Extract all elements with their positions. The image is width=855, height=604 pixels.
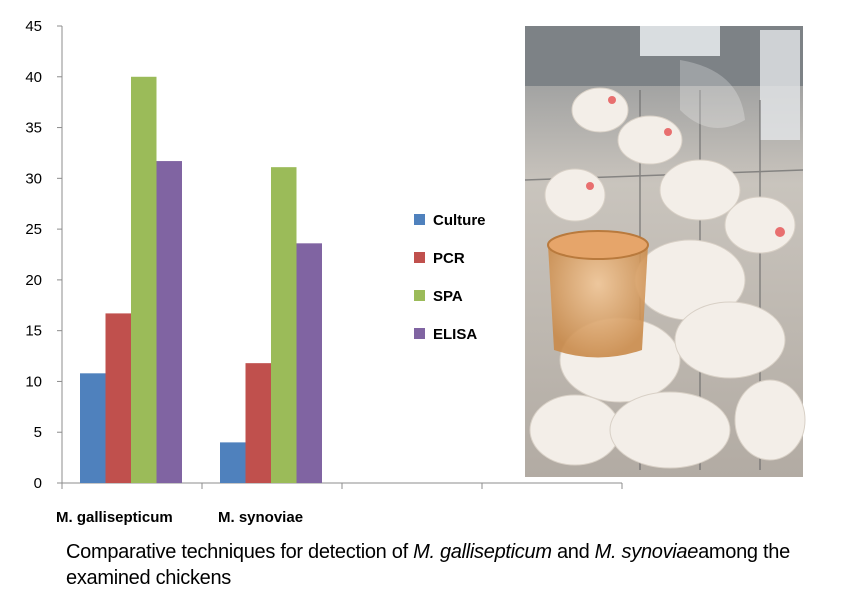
legend-swatch-pcr xyxy=(414,252,425,263)
caption-text-3: among the examined chickens xyxy=(66,541,790,589)
figure-caption: Comparative techniques for detection of … xyxy=(66,539,846,591)
legend-swatch-elisa xyxy=(414,328,425,339)
bar-spa-1 xyxy=(131,76,157,484)
chicken-photo xyxy=(524,26,806,477)
y-tick-label: 35 xyxy=(25,120,42,137)
category-labels: M. gallisepticum M. synoviae xyxy=(56,509,303,526)
y-tick-label: 20 xyxy=(25,272,42,289)
caption-text-1: Comparative techniques for detection of xyxy=(66,541,414,563)
caption-species-1: M. gallisepticum xyxy=(413,541,552,563)
y-tick-label: 25 xyxy=(25,221,42,238)
y-tick-label: 0 xyxy=(34,475,42,492)
y-tick-label: 10 xyxy=(25,373,42,390)
y-tick-label: 30 xyxy=(25,170,42,187)
bar-pcr-1 xyxy=(105,313,131,483)
x-category-label: M. gallisepticum xyxy=(56,509,173,526)
y-axis-ticks: 0 5 10 15 20 25 30 35 40 45 xyxy=(25,18,62,492)
legend-label-spa: SPA xyxy=(433,288,463,305)
y-tick-label: 5 xyxy=(34,424,42,441)
x-category-label: M. synoviae xyxy=(218,509,303,526)
legend-label-culture: Culture xyxy=(433,212,486,229)
y-tick-label: 40 xyxy=(25,69,42,86)
legend: Culture PCR SPA ELISA xyxy=(414,212,486,343)
bar-spa-2 xyxy=(271,167,297,483)
caption-species-2: M. synoviae xyxy=(594,541,699,563)
bar-culture-1 xyxy=(80,373,106,483)
x-axis-ticks xyxy=(61,483,623,489)
bar-culture-2 xyxy=(220,442,246,483)
y-tick-label: 15 xyxy=(25,323,42,340)
legend-swatch-culture xyxy=(414,214,425,225)
y-tick-label: 45 xyxy=(25,18,42,35)
bar-pcr-2 xyxy=(245,363,271,483)
bar-elisa-1 xyxy=(156,161,182,483)
bars xyxy=(80,76,322,484)
legend-label-elisa: ELISA xyxy=(433,326,477,343)
caption-text-2: and xyxy=(551,541,595,563)
legend-label-pcr: PCR xyxy=(433,250,465,267)
bar-elisa-2 xyxy=(296,243,322,483)
legend-swatch-spa xyxy=(414,290,425,301)
